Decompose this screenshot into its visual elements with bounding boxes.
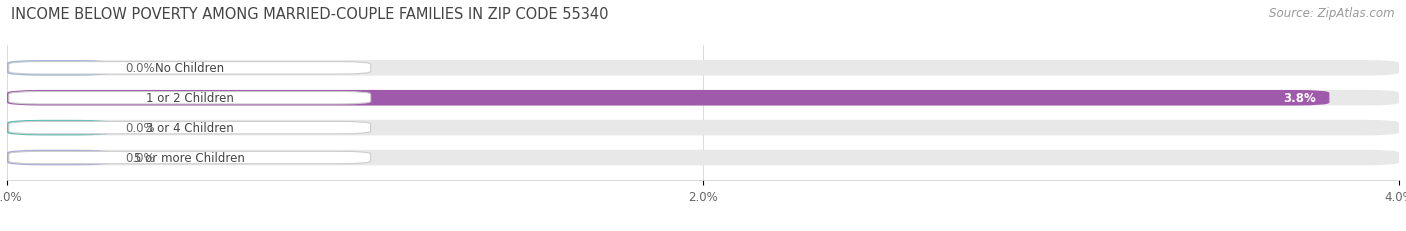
- Text: INCOME BELOW POVERTY AMONG MARRIED-COUPLE FAMILIES IN ZIP CODE 55340: INCOME BELOW POVERTY AMONG MARRIED-COUPL…: [11, 7, 609, 22]
- FancyBboxPatch shape: [8, 62, 371, 75]
- Text: 3 or 4 Children: 3 or 4 Children: [146, 122, 233, 134]
- FancyBboxPatch shape: [7, 150, 1399, 166]
- FancyBboxPatch shape: [7, 120, 1399, 136]
- Text: 0.0%: 0.0%: [125, 62, 155, 75]
- FancyBboxPatch shape: [7, 150, 111, 166]
- Text: 1 or 2 Children: 1 or 2 Children: [146, 92, 233, 105]
- FancyBboxPatch shape: [7, 91, 1399, 106]
- FancyBboxPatch shape: [7, 120, 111, 136]
- FancyBboxPatch shape: [7, 91, 1330, 106]
- Text: No Children: No Children: [155, 62, 225, 75]
- FancyBboxPatch shape: [8, 152, 371, 164]
- Text: 5 or more Children: 5 or more Children: [135, 151, 245, 164]
- FancyBboxPatch shape: [7, 61, 111, 76]
- Text: 3.8%: 3.8%: [1282, 92, 1316, 105]
- FancyBboxPatch shape: [7, 61, 1399, 76]
- FancyBboxPatch shape: [8, 122, 371, 134]
- Text: 0.0%: 0.0%: [125, 151, 155, 164]
- FancyBboxPatch shape: [8, 92, 371, 104]
- Text: 0.0%: 0.0%: [125, 122, 155, 134]
- Text: Source: ZipAtlas.com: Source: ZipAtlas.com: [1270, 7, 1395, 20]
